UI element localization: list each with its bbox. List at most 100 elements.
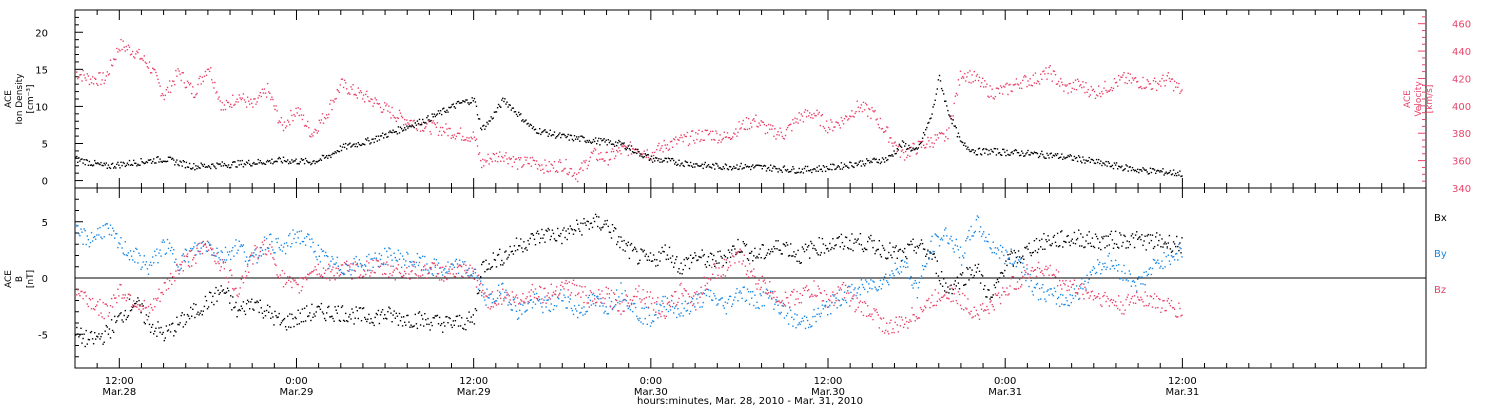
velocity-point: [802, 121, 805, 123]
density-point: [302, 159, 305, 161]
velocity-point: [759, 124, 761, 126]
velocity-point: [1046, 78, 1048, 80]
density-point: [1151, 168, 1154, 170]
velocity-point: [944, 140, 946, 142]
velocity-point: [127, 44, 130, 46]
velocity-label-line: [km/s]: [1425, 85, 1435, 114]
density-point: [754, 166, 756, 168]
by-point: [478, 278, 481, 280]
by-point: [458, 259, 461, 261]
density-point: [1136, 170, 1138, 173]
bz-point: [96, 304, 98, 306]
bz-point: [520, 299, 522, 301]
bx-point: [335, 309, 337, 311]
velocity-point: [275, 105, 277, 107]
bz-point: [514, 296, 517, 298]
by-point: [455, 258, 458, 261]
by-point: [331, 255, 333, 258]
bx-point: [956, 276, 959, 278]
by-point: [236, 252, 238, 254]
velocity-point: [862, 101, 865, 103]
velocity-point: [284, 127, 287, 129]
velocity-point: [936, 134, 938, 136]
density-point: [180, 161, 182, 163]
density-point: [535, 132, 538, 134]
by-point: [699, 306, 701, 308]
by-point: [566, 307, 568, 309]
by-point: [640, 321, 642, 323]
velocity-point: [712, 130, 714, 132]
bx-point: [545, 229, 547, 231]
velocity-point: [616, 149, 618, 152]
bz-point: [565, 279, 567, 282]
by-point: [908, 277, 910, 279]
bz-point: [183, 255, 185, 257]
by-point: [106, 223, 108, 225]
by-point: [281, 250, 284, 252]
velocity-point: [504, 155, 506, 157]
bz-point: [507, 293, 509, 295]
density-point: [268, 160, 270, 163]
by-point: [1065, 297, 1067, 299]
bx-point: [739, 251, 741, 254]
bx-point: [867, 240, 869, 243]
velocity-point: [123, 46, 125, 48]
bz-point: [288, 279, 290, 282]
density-point: [139, 164, 141, 166]
velocity-point: [818, 111, 820, 114]
bx-point: [235, 301, 237, 304]
bx-point: [1162, 246, 1164, 248]
density-point: [334, 151, 336, 153]
velocity-point: [120, 38, 122, 41]
by-point: [643, 307, 645, 310]
bx-point: [272, 316, 274, 318]
bx-point: [455, 315, 458, 318]
velocity-point: [241, 97, 243, 99]
velocity-point: [88, 83, 91, 86]
density-point: [1173, 174, 1176, 177]
by-point: [339, 269, 342, 271]
bz-point: [132, 304, 134, 306]
density-point: [559, 132, 561, 134]
by-point: [442, 274, 444, 276]
by-point: [468, 267, 470, 269]
by-point: [719, 298, 721, 301]
bx-point: [428, 323, 430, 326]
bx-point: [519, 245, 521, 247]
velocity-point: [1064, 84, 1066, 86]
density-point: [194, 169, 196, 171]
bx-point: [795, 253, 797, 256]
bx-point: [1094, 233, 1097, 235]
bx-point: [469, 321, 471, 323]
bz-point: [85, 295, 87, 297]
by-point: [291, 242, 293, 245]
velocity-point: [318, 119, 320, 122]
velocity-point: [376, 102, 378, 105]
density-point: [409, 125, 411, 127]
by-point: [126, 254, 129, 257]
density-point: [592, 138, 595, 141]
by-point: [493, 301, 496, 303]
density-point: [706, 165, 709, 167]
by-point: [183, 260, 185, 262]
density-point: [964, 142, 966, 144]
bx-point: [124, 309, 126, 312]
velocity-point: [196, 92, 198, 95]
density-point: [1081, 162, 1083, 164]
velocity-point: [841, 120, 844, 122]
bx-point: [825, 248, 828, 250]
density-point: [418, 118, 421, 121]
by-point: [681, 302, 683, 305]
density-point: [1049, 153, 1051, 155]
bz-point: [91, 297, 94, 300]
bz-point: [111, 306, 114, 308]
velocity-point: [347, 93, 349, 95]
bx-point: [102, 343, 104, 345]
by-point: [492, 298, 494, 300]
velocity-point: [145, 62, 148, 65]
bx-point: [360, 320, 363, 322]
bz-point: [689, 301, 692, 304]
velocity-point: [391, 106, 393, 109]
bx-point: [962, 272, 964, 274]
density-point: [855, 162, 857, 164]
